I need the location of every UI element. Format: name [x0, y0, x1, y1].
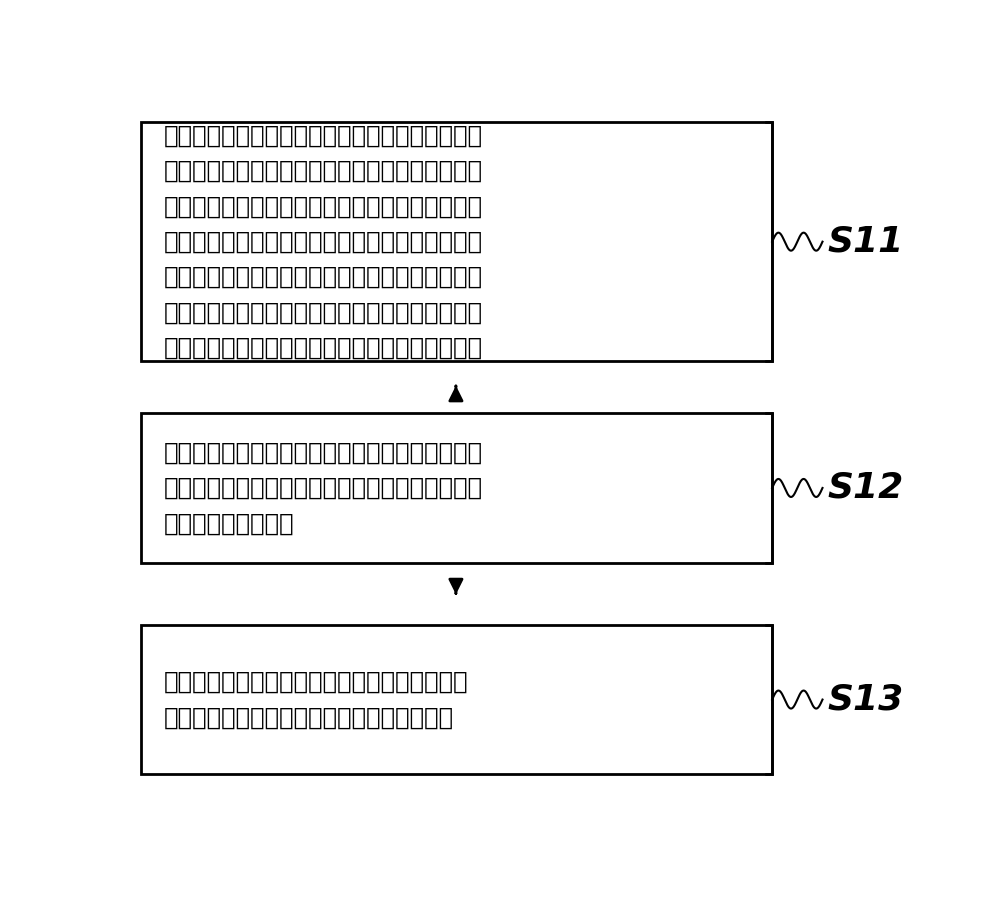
Text: S12: S12: [827, 471, 903, 505]
FancyBboxPatch shape: [140, 122, 772, 361]
Text: 在注入至冷却液流道的冷却液达到预设液量时，
控制驱动器停机，将待注液件与管组拆卸分离: 在注入至冷却液流道的冷却液达到预设液量时， 控制驱动器停机，将待注液件与管组拆卸…: [164, 669, 468, 729]
FancyBboxPatch shape: [140, 414, 772, 562]
Text: S11: S11: [827, 224, 903, 259]
Text: S13: S13: [827, 683, 903, 716]
Text: 将待注液件的冷却液流道的进口端与位于储能装置
外的冷却液加注工装的管组的进液管连接，将待注
液件的冷却液流道的出口端与管组的出液管连接，
进液管、冷却液流道和出: 将待注液件的冷却液流道的进口端与位于储能装置 外的冷却液加注工装的管组的进液管连…: [164, 123, 483, 359]
FancyBboxPatch shape: [140, 625, 772, 774]
Text: 控制冷却液加注工装的驱动器运行，使得储液容器
内的冷却液在驱动器的驱动下沿注液流道流动，以
能够注入冷却液流道: 控制冷却液加注工装的驱动器运行，使得储液容器 内的冷却液在驱动器的驱动下沿注液流…: [164, 441, 483, 535]
